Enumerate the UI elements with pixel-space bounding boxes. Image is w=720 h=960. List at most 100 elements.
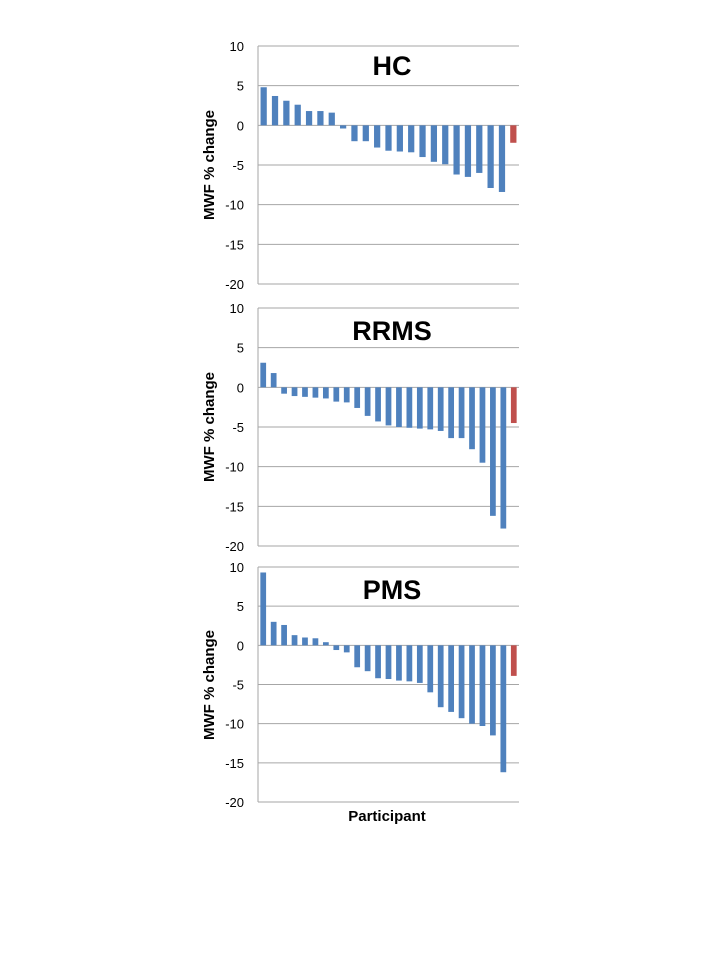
participant-bar [302,387,308,397]
participant-bar [364,387,371,416]
panel-rrms: 10 5 0 -5 -10 -15 -20 RRMS MWF % change [201,301,519,554]
participant-bar [305,111,313,126]
participant-bar [312,387,319,398]
participant-bar [333,387,340,402]
grid-lines [258,307,519,547]
participant-bar [374,125,381,148]
bar-series [260,87,517,192]
y-tick-label: 5 [237,79,244,94]
y-axis-title: MWF % change [201,110,218,220]
participant-bar [343,645,350,653]
participant-bar [364,645,371,672]
y-tick-label: -15 [225,756,244,771]
bar-series [260,362,517,529]
y-axis-title: MWF % change [201,630,218,740]
y-tick-label: 0 [237,118,244,133]
participant-bar [362,125,369,142]
participant-bar [430,125,438,162]
participant-bar [487,125,494,188]
participant-bar [270,621,277,646]
y-tick-label: 0 [237,638,244,653]
participant-bar [427,387,434,430]
y-tick-labels: 10 5 0 -5 -10 -15 -20 [225,39,244,292]
participant-bar [490,645,496,736]
participant-bar [437,387,444,431]
participant-bar [490,387,496,516]
participant-bar [271,95,279,126]
y-tick-label: -20 [225,277,244,292]
participant-bar [291,635,298,646]
participant-bar [283,100,290,126]
participant-bar [351,125,358,142]
mean-bar [510,387,517,424]
participant-bar [396,645,402,681]
y-tick-label: -5 [232,420,244,435]
participant-bar [291,387,298,397]
participant-bar [354,645,361,668]
participant-bar [416,645,423,683]
y-tick-label: -20 [225,795,244,810]
panel-pms: 10 5 0 -5 -10 -15 -20 PMS MWF % change [201,560,519,810]
participant-bar [464,125,472,177]
participant-bar [385,125,392,151]
participant-bar [322,387,329,399]
panel-hc: 10 5 0 -5 -10 -15 -20 HC MWF % change [201,39,519,292]
y-tick-label: -15 [225,499,244,514]
panel-title: PMS [363,575,422,605]
participant-bar [343,387,350,403]
participant-bar [396,125,403,152]
panel-title: RRMS [352,316,432,346]
panel-title: HC [373,51,412,81]
y-tick-label: -10 [225,198,244,213]
participant-bar [416,387,423,429]
participant-bar [408,125,415,153]
participant-bar [442,125,449,165]
participant-bar [270,373,277,388]
participant-bar [294,104,301,126]
y-tick-label: -10 [225,460,244,475]
participant-bar [476,125,483,173]
participant-bar [406,645,413,682]
participant-bar [498,125,506,192]
participant-bar [500,645,507,773]
participant-bar [448,387,455,439]
y-tick-label: 0 [237,380,244,395]
y-tick-label: 5 [237,599,244,614]
participant-bar [437,645,444,708]
participant-bar [281,624,287,646]
participant-bar [302,637,308,646]
participant-bar [385,645,392,680]
mean-bar [510,125,517,143]
participant-bar [453,125,460,175]
y-tick-labels: 10 5 0 -5 -10 -15 -20 [225,560,244,810]
participant-bar [339,125,347,129]
mean-bar [510,645,517,676]
participant-bar [479,387,486,463]
y-tick-label: 10 [230,560,244,575]
participant-bar [333,645,340,651]
participant-bar [322,642,329,646]
participant-bar [458,387,465,439]
x-axis-title: Participant [348,808,426,825]
participant-bar [385,387,392,426]
participant-bar [406,387,413,428]
participant-bar [419,125,426,158]
participant-bar [469,645,475,724]
y-tick-label: -5 [232,678,244,693]
participant-bar [479,645,486,727]
participant-bar [375,387,381,422]
participant-bar [328,112,335,126]
participant-bar [260,572,267,646]
y-tick-label: -10 [225,717,244,732]
participant-bar [427,645,434,693]
participant-bar [469,387,475,450]
y-tick-label: 10 [230,39,244,54]
participant-bar [448,645,455,712]
participant-bar [312,638,319,646]
y-tick-label: 5 [237,341,244,356]
y-tick-label: -15 [225,237,244,252]
participant-bar [260,362,267,388]
y-tick-label: -5 [232,158,244,173]
participant-bar [375,645,381,679]
y-tick-label: -20 [225,539,244,554]
